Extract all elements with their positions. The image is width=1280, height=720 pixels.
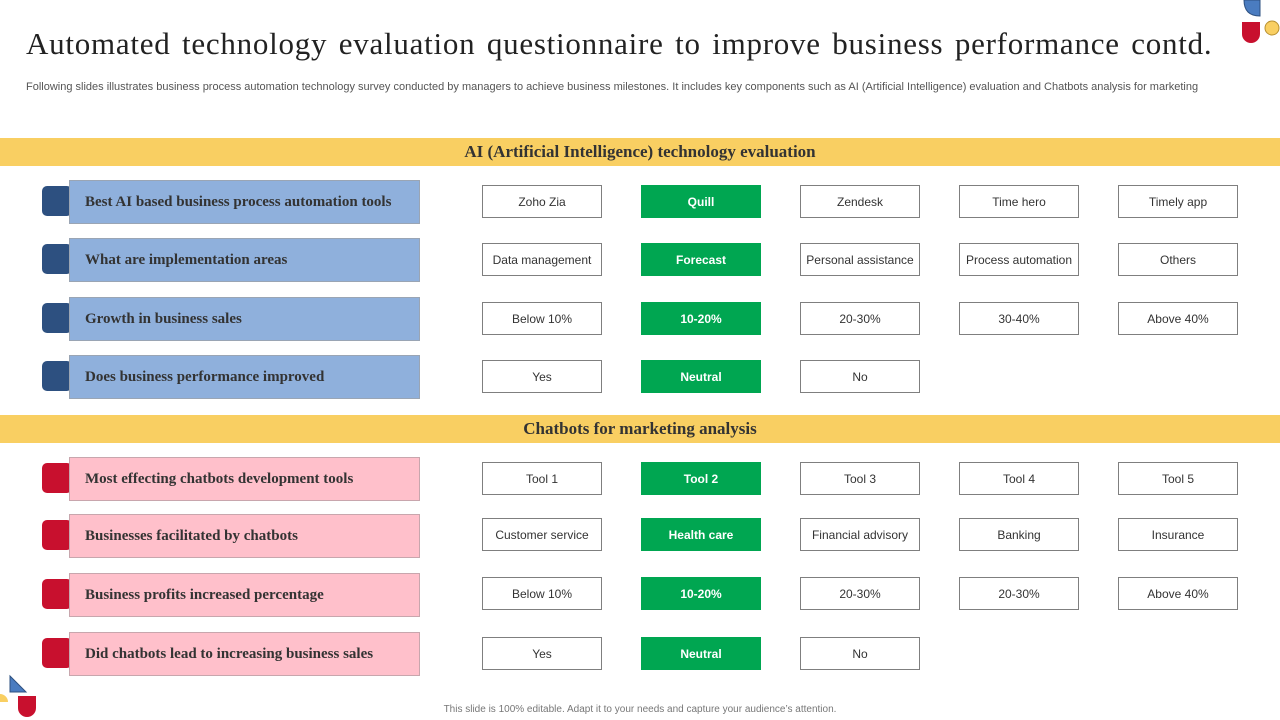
question-row: Did chatbots lead to increasing business… <box>42 632 420 676</box>
question-label: Did chatbots lead to increasing business… <box>69 632 420 676</box>
question-label: Businesses facilitated by chatbots <box>69 514 420 558</box>
option-box[interactable]: Timely app <box>1118 185 1238 218</box>
option-box-selected[interactable]: 10-20% <box>641 577 761 610</box>
option-box-selected[interactable]: Health care <box>641 518 761 551</box>
question-tab <box>42 579 72 609</box>
slide-title: Automated technology evaluation question… <box>26 26 1213 61</box>
question-row: Businesses facilitated by chatbots <box>42 514 420 558</box>
option-box[interactable]: Zoho Zia <box>482 185 602 218</box>
section-heading-ai: AI (Artificial Intelligence) technology … <box>0 138 1280 166</box>
slide-subtitle: Following slides illustrates business pr… <box>26 81 1199 93</box>
question-label: Most effecting chatbots development tool… <box>69 457 420 501</box>
option-box-selected[interactable]: Forecast <box>641 243 761 276</box>
option-box[interactable]: Tool 5 <box>1118 462 1238 495</box>
option-box[interactable]: Below 10% <box>482 302 602 335</box>
option-box[interactable]: Below 10% <box>482 577 602 610</box>
question-row: Does business performance improved <box>42 355 420 399</box>
option-box[interactable]: Financial advisory <box>800 518 920 551</box>
question-tab <box>42 186 72 216</box>
question-label: Best AI based business process automatio… <box>69 180 420 224</box>
option-box[interactable]: Zendesk <box>800 185 920 218</box>
question-row: Business profits increased percentage <box>42 573 420 617</box>
option-box[interactable]: Banking <box>959 518 1079 551</box>
option-box[interactable]: Yes <box>482 360 602 393</box>
question-tab <box>42 520 72 550</box>
option-box[interactable]: Process automation <box>959 243 1079 276</box>
option-box[interactable]: Personal assistance <box>800 243 920 276</box>
option-box[interactable]: No <box>800 637 920 670</box>
question-tab <box>42 463 72 493</box>
corner-shapes-icon <box>0 674 36 717</box>
option-box[interactable]: 20-30% <box>800 577 920 610</box>
option-box[interactable]: Customer service <box>482 518 602 551</box>
question-row: Most effecting chatbots development tool… <box>42 457 420 501</box>
question-label: Growth in business sales <box>69 297 420 341</box>
question-label: Does business performance improved <box>69 355 420 399</box>
question-row: Growth in business sales <box>42 297 420 341</box>
section-heading-chatbots: Chatbots for marketing analysis <box>0 415 1280 443</box>
question-tab <box>42 361 72 391</box>
option-box[interactable]: Above 40% <box>1118 302 1238 335</box>
option-box-selected[interactable]: Neutral <box>641 637 761 670</box>
question-tab <box>42 638 72 668</box>
option-box[interactable]: 30-40% <box>959 302 1079 335</box>
question-label: What are implementation areas <box>69 238 420 282</box>
option-box[interactable]: Above 40% <box>1118 577 1238 610</box>
option-box[interactable]: Tool 4 <box>959 462 1079 495</box>
option-box[interactable]: 20-30% <box>800 302 920 335</box>
option-box-selected[interactable]: Neutral <box>641 360 761 393</box>
option-box[interactable]: Tool 3 <box>800 462 920 495</box>
option-box-selected[interactable]: 10-20% <box>641 302 761 335</box>
corner-shapes-icon <box>1242 0 1280 43</box>
option-box[interactable]: Data management <box>482 243 602 276</box>
option-box[interactable]: Yes <box>482 637 602 670</box>
question-tab <box>42 303 72 333</box>
option-box-selected[interactable]: Tool 2 <box>641 462 761 495</box>
option-box-selected[interactable]: Quill <box>641 185 761 218</box>
option-box[interactable]: Insurance <box>1118 518 1238 551</box>
question-row: What are implementation areas <box>42 238 420 282</box>
option-box[interactable]: Tool 1 <box>482 462 602 495</box>
question-tab <box>42 244 72 274</box>
option-box[interactable]: No <box>800 360 920 393</box>
option-box[interactable]: 20-30% <box>959 577 1079 610</box>
option-box[interactable]: Others <box>1118 243 1238 276</box>
question-row: Best AI based business process automatio… <box>42 180 420 224</box>
slide-footer: This slide is 100% editable. Adapt it to… <box>443 704 837 715</box>
question-label: Business profits increased percentage <box>69 573 420 617</box>
option-box[interactable]: Time hero <box>959 185 1079 218</box>
